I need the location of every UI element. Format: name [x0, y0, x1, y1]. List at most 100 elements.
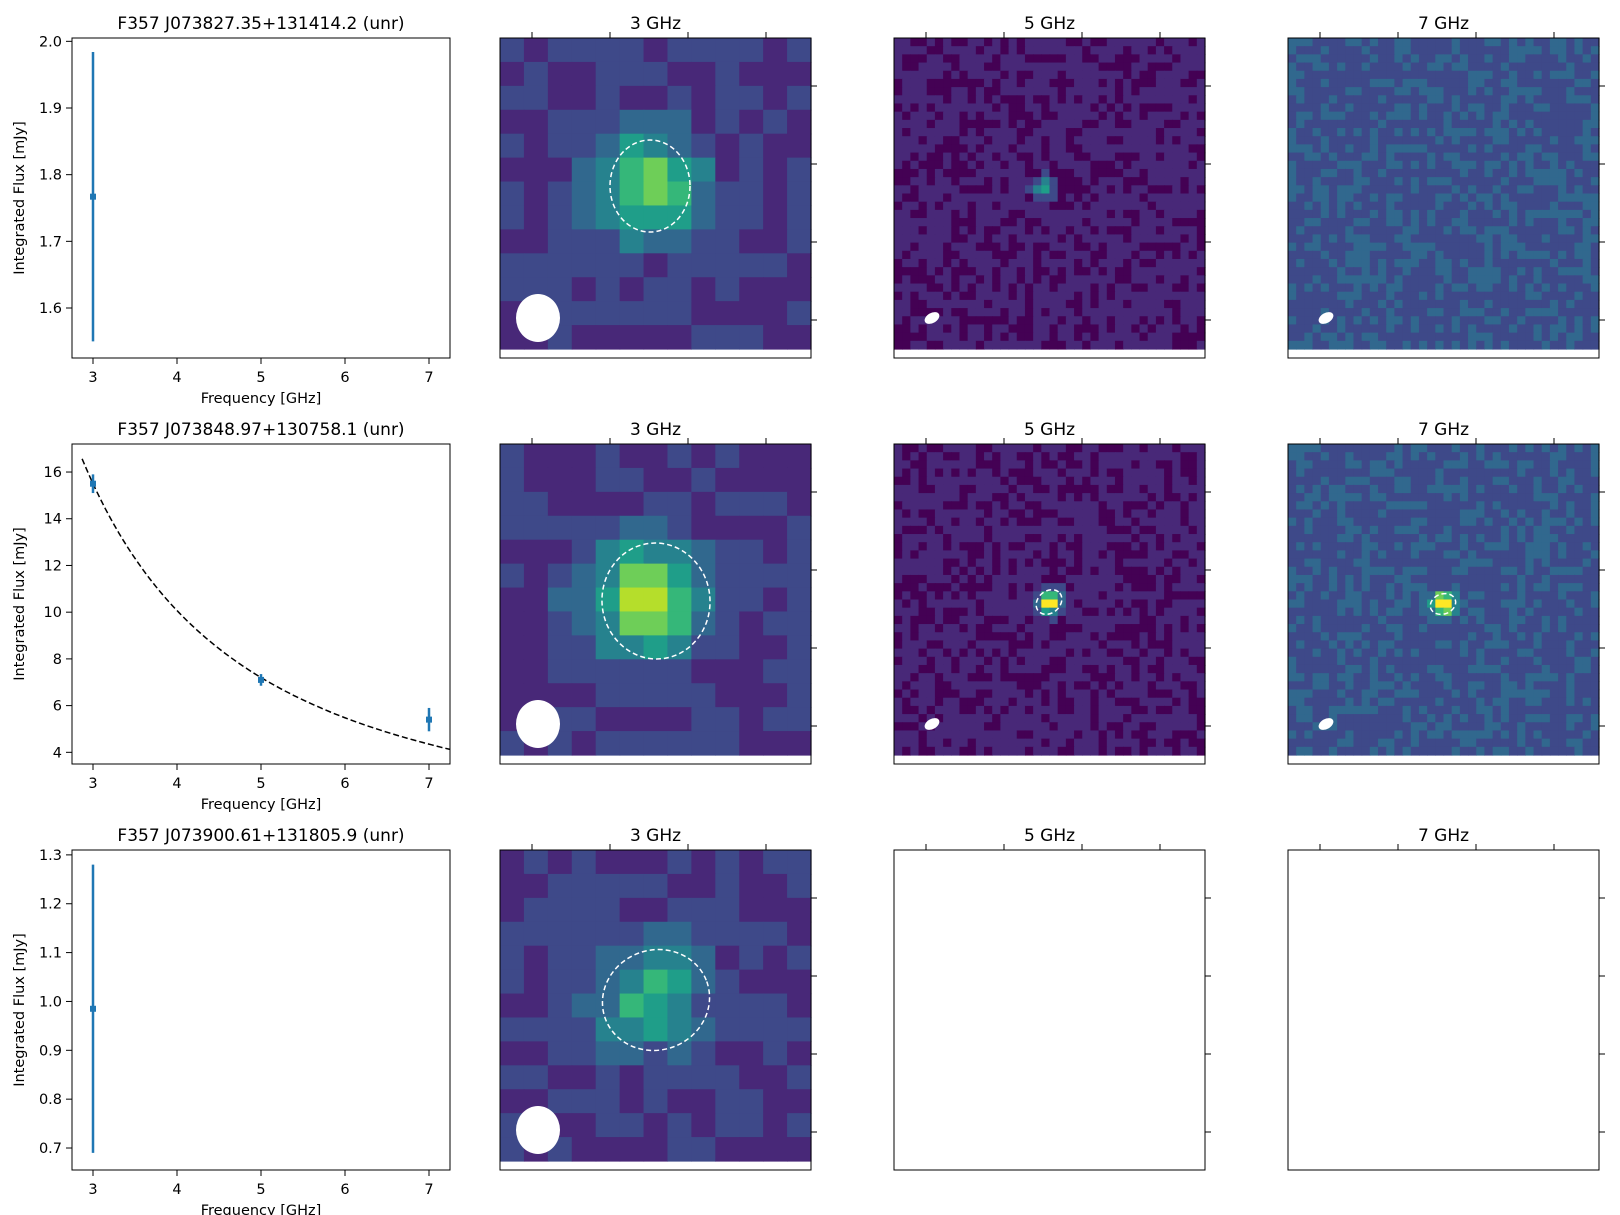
pixel [1065, 128, 1075, 137]
pixel [1041, 54, 1051, 64]
pixel [1394, 136, 1404, 145]
pixel [1418, 168, 1428, 178]
pixel [951, 452, 961, 461]
pixel [1288, 70, 1297, 80]
pixel [967, 308, 977, 317]
pixel [1525, 38, 1535, 47]
pixel [1378, 128, 1387, 137]
pixel [1378, 468, 1387, 478]
pixel [1476, 111, 1486, 121]
pixel [984, 705, 993, 715]
pixel [1057, 550, 1067, 560]
pixel [1410, 152, 1420, 162]
pixel [1074, 103, 1083, 113]
pixel [1378, 209, 1387, 219]
pixel [1500, 168, 1510, 178]
pixel [1443, 38, 1453, 47]
pixel [1566, 144, 1576, 154]
pixel [1082, 681, 1092, 691]
pixel [1525, 62, 1535, 72]
pixel [934, 656, 944, 666]
pixel [1106, 185, 1116, 195]
pixel [926, 632, 936, 642]
pixel [1435, 144, 1445, 154]
pixel [1082, 460, 1092, 470]
pixel [1082, 656, 1092, 666]
pixel [1033, 54, 1042, 64]
pixel [1582, 324, 1592, 334]
pixel [1468, 267, 1477, 276]
pixel [1451, 226, 1461, 236]
pixel [1500, 209, 1510, 219]
pixel [1033, 583, 1042, 592]
pixel [1123, 258, 1132, 268]
pixel [1508, 177, 1518, 186]
pixel [1533, 119, 1543, 129]
pixel [1541, 128, 1551, 137]
pixel [1090, 534, 1100, 543]
pixel [1418, 152, 1428, 162]
pixel [1378, 185, 1387, 195]
pixel [1369, 291, 1379, 301]
pixel [1016, 714, 1026, 723]
pixel [959, 136, 969, 145]
pixel [1106, 656, 1116, 666]
pixel [1041, 705, 1051, 715]
pixel [1008, 624, 1018, 633]
pixel [1172, 746, 1182, 756]
pixel [1418, 70, 1428, 80]
pixel [951, 738, 961, 748]
pixel [1476, 78, 1486, 88]
pixel [1106, 291, 1116, 301]
pixel [934, 550, 944, 560]
pixel [1016, 558, 1026, 568]
pixel [1155, 95, 1165, 105]
pixel [1008, 681, 1018, 691]
pixel [1082, 484, 1092, 494]
pixel [902, 599, 911, 609]
pixel [1353, 484, 1363, 494]
pixel [1533, 46, 1543, 55]
pixel [1041, 152, 1051, 162]
pixel [902, 493, 911, 502]
pixel [1065, 111, 1075, 121]
pixel [1049, 87, 1059, 96]
pixel [1016, 168, 1026, 178]
pixel [1386, 177, 1395, 186]
pixel [500, 491, 525, 517]
pixel [943, 640, 952, 650]
pixel [1476, 476, 1486, 486]
pixel [1016, 673, 1026, 682]
pixel [984, 697, 993, 707]
pixel [1558, 267, 1567, 276]
pixel [1296, 144, 1305, 154]
pixel [1427, 275, 1436, 285]
pixel [959, 746, 969, 756]
x-tick-label: 7 [424, 776, 433, 792]
pixel [1106, 550, 1116, 560]
pixel [1074, 730, 1083, 740]
pixel [1147, 722, 1157, 732]
pixel [1041, 62, 1051, 72]
pixel [1164, 119, 1173, 129]
pixel [1155, 664, 1165, 674]
pixel [902, 714, 911, 723]
pixel [1074, 324, 1083, 334]
pixel [1386, 111, 1395, 121]
pixel [1296, 111, 1305, 121]
pixel [1394, 316, 1404, 326]
pixel [1147, 46, 1157, 55]
pixel [523, 467, 549, 493]
pixel [967, 87, 977, 96]
image-title: 5 GHz [1024, 420, 1075, 440]
pixel [1353, 308, 1363, 317]
pixel [1196, 70, 1206, 80]
pixel [1106, 308, 1116, 317]
pixel [1566, 299, 1576, 309]
pixel [1033, 484, 1042, 494]
pixel [1188, 267, 1198, 276]
pixel [1369, 168, 1379, 178]
pixel [926, 624, 936, 633]
pixel [943, 566, 952, 576]
pixel [1074, 299, 1083, 309]
